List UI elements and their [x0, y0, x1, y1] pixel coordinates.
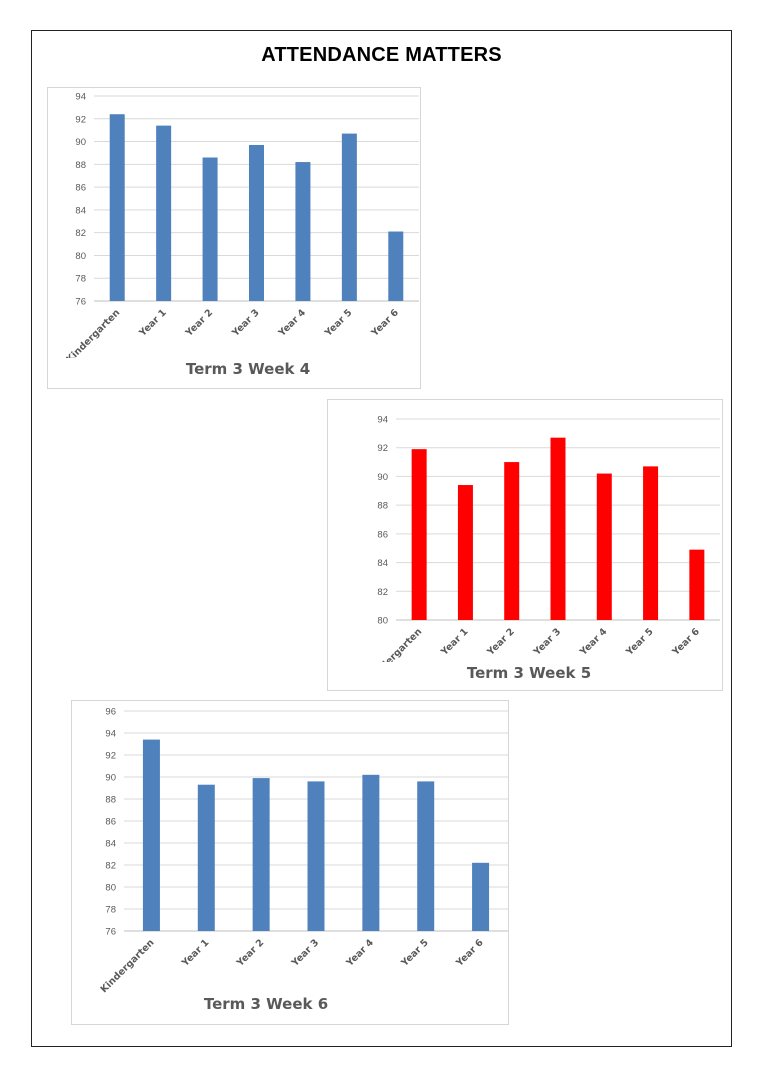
chart-1-x-tick-label: Year 5 — [322, 307, 354, 339]
chart-week-5-plot: 80 82 84 86 88 90 92 94 Kindergarten Year 1 Year 2… — [366, 415, 720, 662]
chart-3-y-tick-label: 84 — [105, 839, 116, 850]
chart-3-x-tick-label: Year 2 — [234, 937, 266, 969]
chart-3-y-tick-label: 86 — [105, 817, 116, 828]
chart-2-y-tick-label: 84 — [377, 558, 388, 569]
chart-3-bar-year-2 — [252, 778, 270, 931]
chart-3-y-tick-label: 94 — [105, 729, 116, 740]
chart-1-bar-year-4 — [295, 162, 311, 301]
chart-2-y-tick-label: 94 — [377, 415, 388, 426]
chart-3-x-tick-label: Year 5 — [399, 937, 431, 969]
chart-2-bar-year-4 — [596, 473, 612, 620]
chart-3-bar-year-4 — [362, 774, 380, 931]
chart-3-bar-year-6 — [472, 862, 490, 931]
chart-1-x-tick-label: Year 1 — [137, 307, 169, 339]
chart-1-y-tick-label: 76 — [75, 297, 86, 308]
chart-3-x-tick-label: Kindergarten — [99, 937, 157, 993]
chart-2-bar-year-2 — [504, 462, 520, 620]
chart-2-bar-year-1 — [457, 485, 473, 620]
chart-1-x-tick-label: Year 3 — [229, 307, 261, 339]
chart-2-bar-year-5 — [643, 466, 659, 620]
chart-2-x-tick-label: Year 4 — [577, 626, 609, 658]
chart-week-5-title: Term 3 Week 5 — [466, 664, 592, 682]
chart-1-y-tick-label: 84 — [75, 205, 86, 216]
chart-1-x-tick-label: Year 4 — [276, 307, 308, 339]
chart-1-bar-year-5 — [341, 133, 357, 301]
chart-1-y-tick-label: 78 — [75, 274, 86, 285]
chart-3-x-tick-label: Year 6 — [454, 937, 486, 969]
chart-1-x-tick-label: Year 6 — [369, 307, 401, 339]
chart-2-y-tick-label: 92 — [377, 443, 388, 454]
chart-1-y-tick-label: 86 — [75, 183, 86, 194]
chart-3-y-tick-label: 80 — [105, 883, 116, 894]
chart-2-bar-year-3 — [550, 437, 566, 620]
chart-3-x-tick-label: Year 4 — [344, 937, 376, 969]
chart-1-y-tick-label: 80 — [75, 251, 86, 262]
chart-week-4-title: Term 3 Week 4 — [185, 360, 311, 378]
chart-2-y-tick-label: 86 — [377, 529, 388, 540]
chart-2-x-tick-label: Year 1 — [438, 626, 470, 658]
chart-1-bar-year-2 — [202, 157, 218, 301]
chart-1-y-tick-label: 88 — [75, 160, 86, 171]
chart-3-y-tick-label: 78 — [105, 905, 116, 916]
chart-1-y-tick-label: 94 — [75, 92, 86, 103]
chart-week-6: 76 78 80 82 84 86 88 90 92 94 96 Kindergarten Year 1… — [71, 700, 509, 1025]
chart-week-4-plot: 76 78 80 82 84 86 88 90 92 94 Kindergarten Year 1 Ye… — [64, 92, 419, 358]
chart-3-bar-year-3 — [307, 781, 325, 931]
chart-1-y-tick-label: 90 — [75, 137, 86, 148]
page-title: ATTENDANCE MATTERS — [261, 44, 502, 66]
document-border — [31, 30, 732, 1047]
chart-3-y-tick-label: 76 — [105, 927, 116, 938]
chart-week-4: 76 78 80 82 84 86 88 90 92 94 Kindergarten Year 1 Ye… — [47, 87, 421, 389]
chart-2-bar-kindergarten — [411, 449, 427, 620]
chart-week-6-title: Term 3 Week 6 — [203, 995, 329, 1013]
chart-week-5: 80 82 84 86 88 90 92 94 Kindergarten Year 1 Year 2… — [327, 399, 723, 691]
chart-2-y-tick-label: 90 — [377, 472, 388, 483]
chart-1-bar-year-1 — [156, 125, 172, 301]
chart-1-bar-kindergarten — [109, 114, 125, 301]
chart-2-bar-year-6 — [689, 549, 705, 620]
chart-2-x-tick-label: Year 5 — [624, 626, 656, 658]
chart-3-x-tick-label: Year 3 — [289, 937, 321, 969]
chart-1-bar-year-3 — [249, 144, 264, 301]
chart-1-x-tick-label: Kindergarten — [64, 307, 122, 358]
chart-1-y-tick-label: 82 — [75, 228, 86, 239]
chart-1-x-tick-label: Year 2 — [183, 307, 215, 339]
chart-2-y-tick-label: 82 — [377, 587, 388, 598]
chart-3-bar-year-5 — [417, 781, 435, 931]
chart-3-y-tick-label: 96 — [105, 707, 116, 718]
chart-2-x-tick-label: Year 2 — [485, 626, 517, 658]
chart-2-x-tick-label: Year 3 — [531, 626, 563, 658]
chart-2-y-tick-label: 88 — [377, 501, 388, 512]
chart-2-y-tick-label: 80 — [377, 616, 388, 627]
chart-week-6-plot: 76 78 80 82 84 86 88 90 92 94 96 Kindergarten Year 1… — [99, 707, 508, 993]
chart-1-y-tick-label: 92 — [75, 114, 86, 125]
chart-2-x-tick-label: Year 6 — [670, 626, 702, 658]
chart-3-x-tick-label: Year 1 — [179, 937, 211, 969]
chart-3-bar-year-1 — [197, 784, 215, 931]
chart-3-bar-kindergarten — [142, 739, 160, 931]
chart-3-y-tick-label: 90 — [105, 773, 116, 784]
chart-3-y-tick-label: 92 — [105, 751, 116, 762]
chart-2-x-tick-label: Kindergarten — [366, 626, 424, 662]
chart-3-y-tick-label: 88 — [105, 795, 116, 806]
chart-1-bar-year-6 — [388, 231, 404, 301]
chart-3-y-tick-label: 82 — [105, 861, 116, 872]
